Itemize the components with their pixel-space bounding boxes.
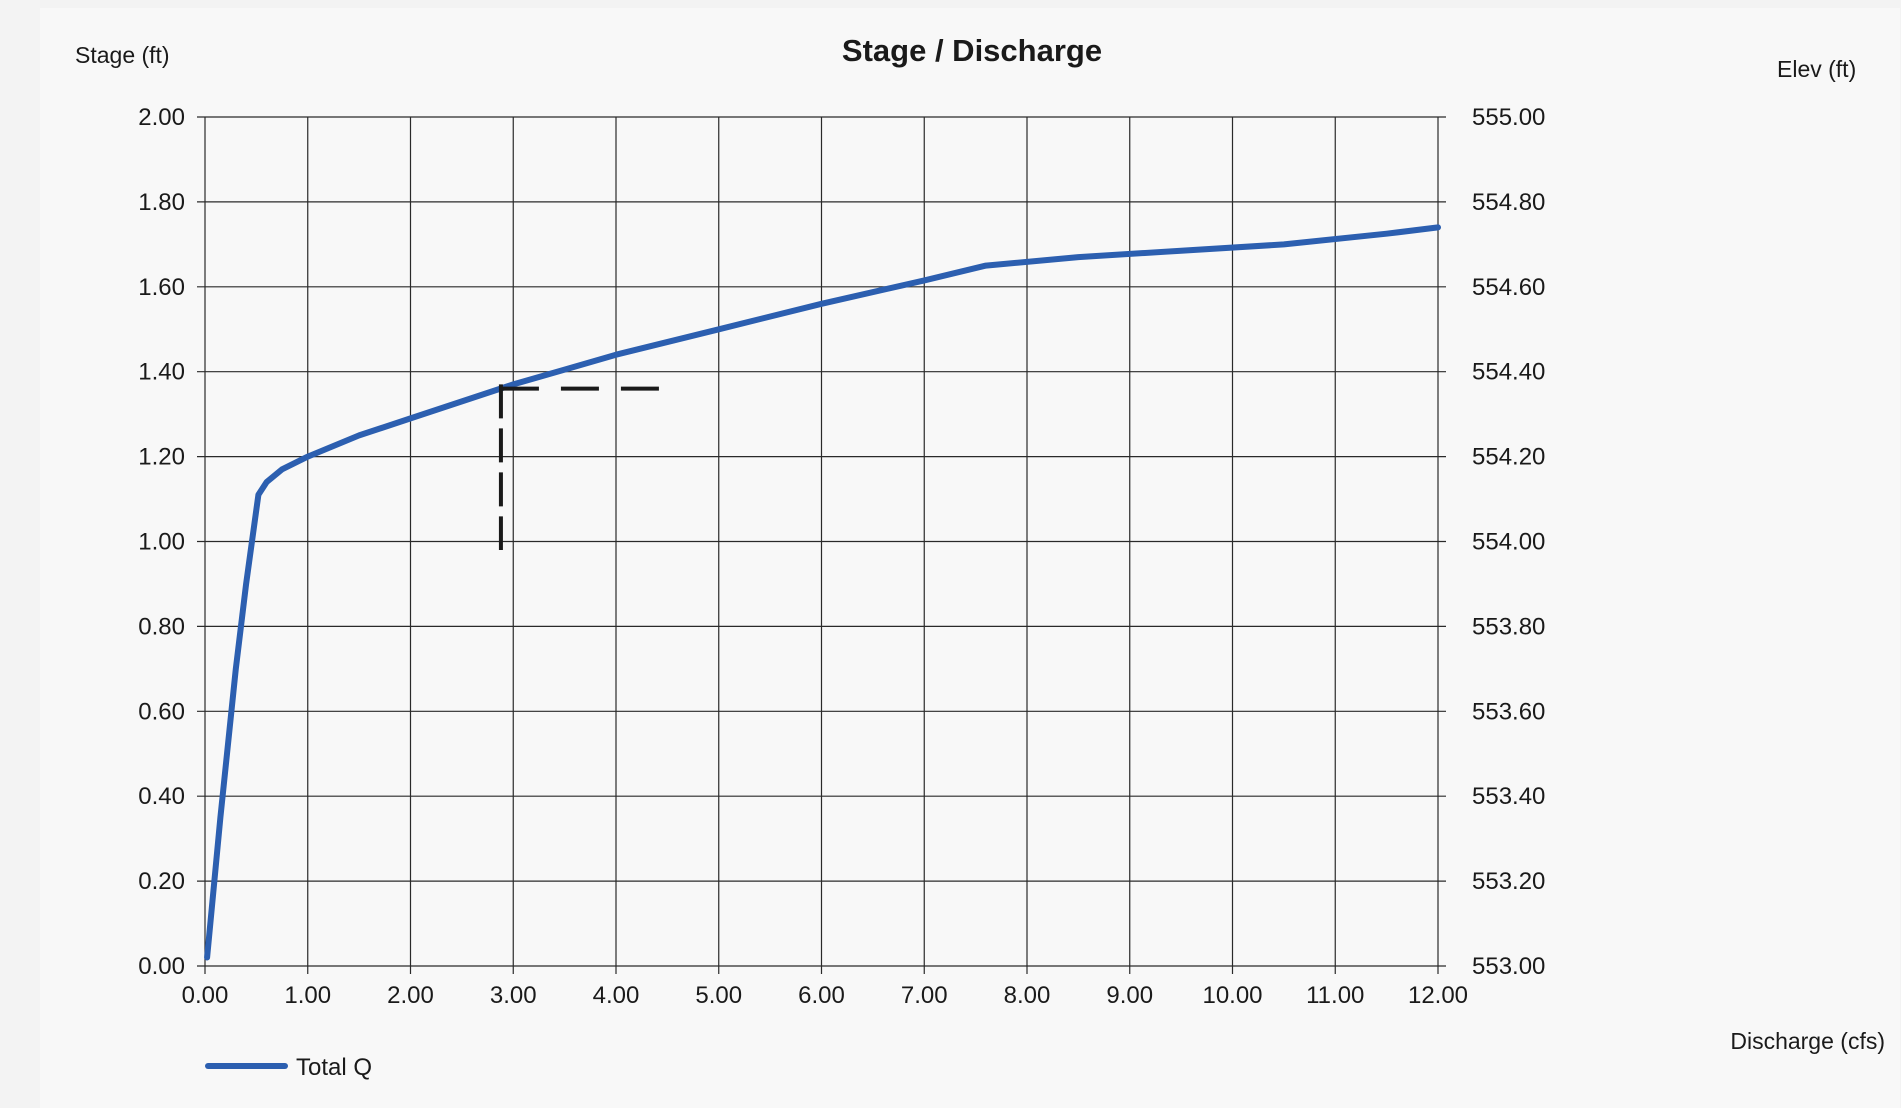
y2-tick-label: 554.80 [1472, 189, 1545, 216]
y-tick-label: 1.20 [138, 444, 185, 471]
y-axis-label: Stage (ft) [75, 42, 170, 68]
y-tick-label: 1.60 [138, 274, 185, 301]
legend-label: Total Q [296, 1054, 372, 1081]
grid [197, 116, 1446, 974]
y2-tick-label: 554.00 [1472, 529, 1545, 556]
y2-axis-label: Elev (ft) [1777, 56, 1856, 82]
y2-tick-label: 553.60 [1472, 698, 1545, 725]
y2-tick-label: 554.20 [1472, 444, 1545, 471]
x-tick-labels: 0.00 1.00 2.00 3.00 4.00 5.00 6.00 7.00 8.00 9.00… [182, 982, 1468, 1009]
y2-tick-label: 553.80 [1472, 613, 1545, 640]
y2-tick-label: 554.60 [1472, 274, 1545, 301]
y-tick-label: 2.00 [138, 104, 185, 131]
y-tick-label: 0.60 [138, 698, 185, 725]
x-tick-label: 3.00 [490, 982, 537, 1009]
y-tick-label: 0.40 [138, 783, 185, 810]
x-tick-label: 9.00 [1106, 982, 1153, 1009]
y-tick-labels: 0.00 0.20 0.40 0.60 0.80 1.00 1.20 1.40 1.60 1.80… [138, 104, 185, 980]
y2-tick-label: 553.20 [1472, 868, 1545, 895]
x-axis-label: Discharge (cfs) [1730, 1028, 1885, 1054]
chart-title: Stage / Discharge [842, 33, 1102, 68]
x-tick-label: 1.00 [284, 982, 331, 1009]
legend: Total Q [205, 1054, 372, 1081]
y-tick-label: 0.00 [138, 953, 185, 980]
series-line-total-q [204, 224, 1441, 961]
stage-discharge-chart: Stage / Discharge Stage (ft) Elev (ft) D… [75, 33, 1885, 1081]
x-tick-label: 4.00 [593, 982, 640, 1009]
y-tick-label: 1.80 [138, 189, 185, 216]
y2-tick-label: 554.40 [1472, 359, 1545, 386]
x-tick-label: 7.00 [901, 982, 948, 1009]
x-tick-label: 6.00 [798, 982, 845, 1009]
y2-tick-labels: 553.00 553.20 553.40 553.60 553.80 554.00 554.… [1472, 104, 1545, 980]
x-tick-label: 5.00 [695, 982, 742, 1009]
y2-tick-label: 553.00 [1472, 953, 1545, 980]
y2-tick-label: 555.00 [1472, 104, 1545, 131]
annotation-group [498, 384, 663, 550]
x-tick-label: 0.00 [182, 982, 229, 1009]
chart-page: Stage / Discharge Stage (ft) Elev (ft) D… [40, 8, 1900, 1108]
y-tick-label: 0.80 [138, 613, 185, 640]
y2-tick-label: 553.40 [1472, 783, 1545, 810]
x-tick-label: 12.00 [1408, 982, 1468, 1009]
y-tick-label: 1.40 [138, 359, 185, 386]
x-tick-label: 2.00 [387, 982, 434, 1009]
y-tick-label: 0.20 [138, 868, 185, 895]
y-tick-label: 1.00 [138, 529, 185, 556]
x-tick-label: 10.00 [1202, 982, 1262, 1009]
series-group [204, 224, 1441, 961]
x-tick-label: 11.00 [1306, 982, 1364, 1009]
x-tick-label: 8.00 [1004, 982, 1051, 1009]
